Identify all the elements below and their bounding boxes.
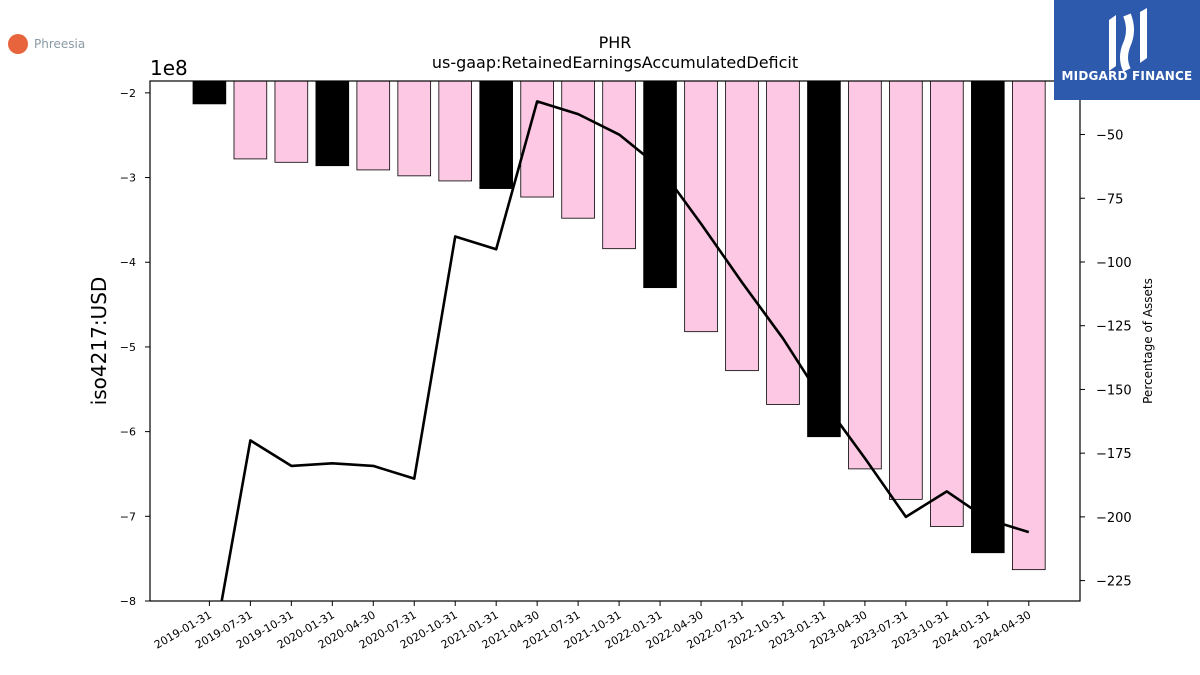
bar-2022-07-31 — [725, 81, 759, 372]
bar-2021-01-31 — [479, 81, 513, 189]
bar-2019-07-31 — [233, 81, 268, 160]
y-tick-label: −2 — [120, 87, 136, 100]
bar-2020-01-31 — [315, 81, 350, 167]
company-logo-dot-icon — [8, 34, 28, 54]
bar-2022-04-30 — [684, 81, 718, 333]
bar-2024-01-31 — [971, 81, 1005, 554]
bar-2024-04-30 — [1012, 81, 1046, 571]
y2-tick-label: −100 — [1096, 256, 1132, 271]
y-axis-label: iso4217:USD — [87, 277, 111, 406]
y2-tick-label: −175 — [1096, 447, 1132, 462]
company-logo-text: Phreesia — [34, 37, 86, 51]
bar-2023-10-31 — [930, 81, 964, 527]
brand-logo: MIDGARD FINANCE — [1054, 0, 1200, 100]
bar-2020-04-30 — [356, 81, 391, 171]
y2-tick-label: −50 — [1096, 129, 1123, 144]
bar-2021-07-31 — [561, 81, 595, 219]
y2-tick-label: −75 — [1096, 192, 1123, 207]
y2-tick-label: −150 — [1096, 383, 1132, 398]
bar-2023-07-31 — [889, 81, 923, 500]
bar-2020-10-31 — [438, 81, 473, 182]
y-tick-label: −6 — [120, 426, 136, 439]
bar-2023-04-30 — [848, 81, 882, 470]
bar-2022-10-31 — [766, 81, 800, 405]
y-offset-label: 1e8 — [150, 56, 188, 80]
y2-axis-label: Percentage of Assets — [1141, 278, 1155, 404]
y-tick-label: −4 — [120, 256, 136, 269]
company-logo: Phreesia — [8, 34, 85, 54]
y2-tick-label: −125 — [1096, 320, 1132, 335]
y-tick-label: −3 — [120, 172, 136, 185]
brand-mark-icon — [1109, 8, 1147, 72]
chart-subtitle: us-gaap:RetainedEarningsAccumulatedDefic… — [432, 53, 798, 72]
y-tick-label: −7 — [120, 510, 136, 523]
bar-2021-10-31 — [602, 81, 636, 250]
brand-name: MIDGARD FINANCE — [1061, 69, 1193, 83]
bar-2023-01-31 — [807, 81, 841, 438]
plot-frame — [149, 80, 1081, 602]
y-tick-label: −8 — [120, 595, 136, 608]
y2-tick-label: −225 — [1096, 575, 1132, 590]
bar-2020-07-31 — [397, 81, 432, 177]
bar-2019-01-31 — [192, 81, 227, 105]
y-tick-label: −5 — [120, 341, 136, 354]
y2-tick-label: −200 — [1096, 511, 1132, 526]
bar-2019-10-31 — [274, 81, 309, 163]
line-series-0 — [220, 100, 1030, 601]
chart-title: PHR — [599, 33, 632, 52]
